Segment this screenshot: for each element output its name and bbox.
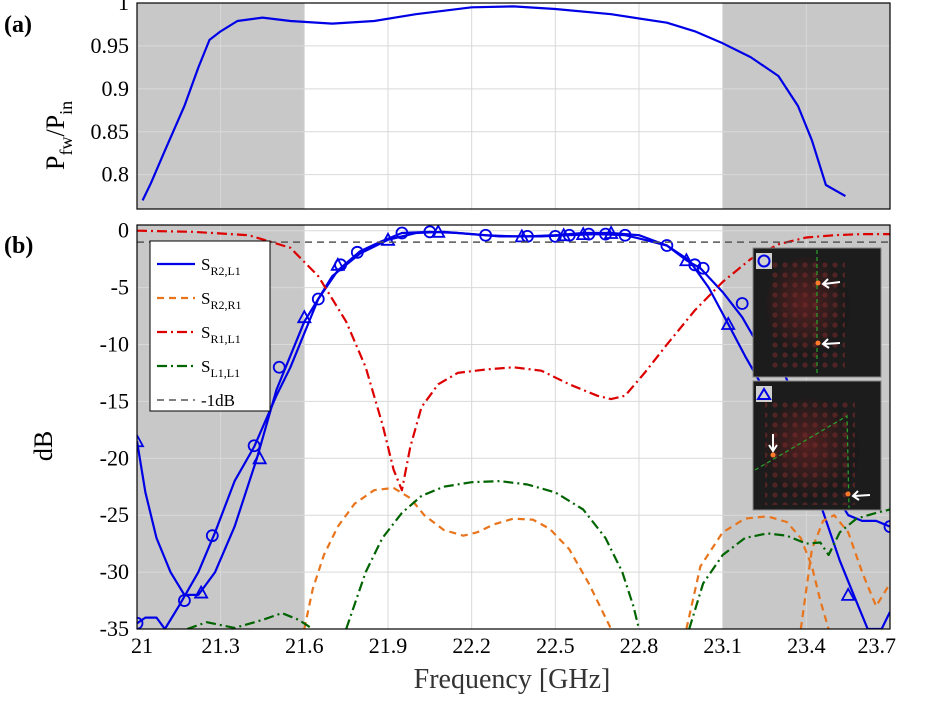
series-1-triangle-marker-10 — [603, 225, 619, 239]
legend-label-1: SR2,R1 — [201, 289, 241, 312]
panel-a-ylabel: Pfw/Pin — [41, 101, 76, 170]
series-1-triangle-marker-4 — [330, 256, 346, 271]
panel-b-ytick-label-4: -20 — [100, 445, 129, 470]
legend-label-0: SR2,L1 — [201, 255, 241, 278]
panel-b-ytick-label-5: -25 — [100, 502, 129, 527]
series-4-segment-1 — [345, 480, 641, 629]
inset-circle-hotspot-2 — [815, 340, 821, 346]
series-1-triangle-marker-11 — [678, 252, 694, 267]
panel-b-xlabel: Frequency [GHz] — [414, 664, 611, 695]
series-1-triangle-marker-5 — [380, 231, 396, 246]
series-1-triangle-marker-2 — [252, 450, 268, 465]
inset-circle-pattern — [770, 260, 845, 370]
legend-label-3: SL1,L1 — [201, 357, 240, 380]
inset-triangle-arrow-1 — [768, 434, 778, 453]
panel-b-frame — [136, 224, 891, 630]
panel-b-ytick-label-0: 0 — [118, 218, 129, 243]
series-0-circle-marker-19 — [696, 261, 710, 275]
inset-triangle-arrow-2 — [851, 490, 871, 501]
series-1-triangle-marker-6 — [430, 225, 446, 238]
panel-a: 1 0.95 0.9 0.85 0.8 (a) Pfw/Pin — [4, 0, 891, 210]
inset-triangle-guide — [754, 414, 850, 509]
panel-b-xtick-label-9: 23.7 — [858, 633, 897, 658]
panel-b-xtick-label-5: 22.5 — [536, 633, 575, 658]
panel-b-xtick-label-0: 21 — [131, 633, 153, 658]
panel-b-xtick-label-7: 23.1 — [703, 633, 742, 658]
panel-b-ytick-label-2: -10 — [100, 331, 129, 356]
series-1-triangle-marker-8 — [556, 227, 572, 242]
series-0-circle-marker-2 — [205, 529, 219, 543]
panel-b-xtick-label-1: 21.3 — [201, 633, 240, 658]
inset-circle-hotspot-1 — [815, 280, 821, 286]
panel-b-xtick-label-4: 22.2 — [452, 633, 491, 658]
legend: SR2,L1 SR2,R1 SR1,L1 SL1,L1 -1dB — [149, 240, 271, 412]
panel-a-ytick-label-1: 0.95 — [91, 33, 130, 58]
panel-b-ytick-label-1: -5 — [111, 275, 129, 300]
series-0-circle-marker-21 — [883, 520, 890, 533]
panel-b-ytick-label-3: -15 — [100, 388, 129, 413]
legend-label-4: -1dB — [201, 391, 235, 410]
panel-a-frame — [136, 2, 891, 210]
series-0-circle-marker-17 — [660, 239, 674, 252]
panel-a-ytick-label-4: 0.8 — [102, 162, 130, 187]
inset-triangle-pattern — [765, 400, 855, 505]
panel-b-xtick-label-6: 22.8 — [620, 633, 659, 658]
series-0-circle-marker-5 — [311, 292, 325, 306]
series-4-segment-2 — [688, 508, 890, 629]
panel-b-label: (b) — [4, 233, 33, 259]
inset-triangle-hotspot-2 — [845, 491, 851, 497]
panel-a-label: (a) — [4, 12, 32, 38]
series-1-triangle-marker-12 — [720, 316, 736, 330]
legend-box — [149, 240, 271, 412]
triangle-marker-icon — [756, 387, 772, 400]
inset-circle-arrow-2 — [821, 338, 841, 349]
series-3-line — [137, 229, 890, 492]
legend-label-2: SR1,L1 — [201, 323, 241, 346]
panel-b-ylabel: dB — [29, 431, 58, 461]
series-2-segment-2 — [799, 514, 890, 629]
panel-a-series-line-0 — [141, 5, 846, 201]
series-1-triangle-marker-9 — [575, 226, 591, 241]
series-0-circle-marker-0 — [137, 616, 144, 629]
panel-b-xtick-label-8: 23.4 — [787, 633, 826, 658]
panel-a-ytick-label-0: 1 — [118, 0, 129, 15]
series-0-circle-marker-20 — [735, 297, 749, 310]
panel-b-xtick-label-2: 21.6 — [285, 633, 324, 658]
series-1-triangle-marker-1 — [193, 584, 209, 599]
series-0-circle-marker-8 — [395, 226, 409, 240]
field-plot-triangle — [752, 380, 882, 511]
series-1-triangle-marker-3 — [296, 309, 312, 324]
panel-b-xtick-label-3: 21.9 — [369, 633, 408, 658]
panel-b-ytick-label-6: -30 — [100, 559, 129, 584]
inset-circle-arrow-1 — [821, 278, 841, 289]
panel-b-ytick-label-7: -35 — [100, 616, 129, 641]
panel-b: 0 -5 -10 -15 -20 -25 -30 -35 21 21.3 21.6 21.9 22.2… — [4, 218, 896, 695]
field-plot-circle — [752, 247, 882, 378]
series-1-triangle-marker-13 — [840, 586, 856, 601]
series-2-segment-0 — [303, 486, 613, 629]
panel-a-ytick-label-2: 0.9 — [102, 76, 130, 101]
circle-marker-icon — [757, 254, 771, 268]
series-4-segment-0 — [186, 612, 314, 629]
series-0-circle-marker-15 — [599, 227, 612, 241]
inset-triangle-hotspot-1 — [770, 452, 776, 458]
panel-a-ytick-label-3: 0.85 — [91, 119, 130, 144]
series-1-triangle-marker-0 — [137, 433, 145, 448]
series-2-segment-1 — [685, 515, 830, 629]
